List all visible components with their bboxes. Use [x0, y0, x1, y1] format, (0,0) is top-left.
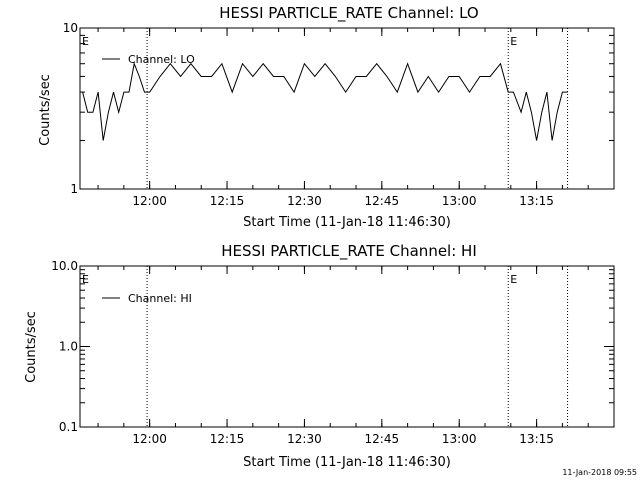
- x-axis-label: Start Time (11-Jan-18 11:46:30): [243, 215, 451, 230]
- x-tick-label: 12:45: [365, 194, 400, 208]
- legend-entry-lo: Channel: LO: [128, 53, 195, 66]
- x-tick-label: 13:15: [519, 194, 554, 208]
- chart-panel-lo: HESSI PARTICLE_RATE Channel: LO Counts/s…: [38, 4, 615, 230]
- x-tick-label: 12:00: [132, 432, 167, 446]
- y-tick-label: 1.0: [59, 340, 78, 354]
- series-line-channel-lo: [82, 61, 568, 141]
- chart-panel-hi: HESSI PARTICLE_RATE Channel: HI Counts/s…: [24, 242, 615, 470]
- y-tick-label: 0.1: [59, 420, 78, 434]
- x-tick-label: 12:15: [210, 432, 245, 446]
- event-marker-label: E: [82, 35, 89, 48]
- y-axis-label: Counts/sec: [24, 311, 39, 383]
- x-tick-label: 12:30: [287, 194, 322, 208]
- plot-frame: [79, 27, 615, 190]
- y-tick-label: 1: [70, 182, 78, 196]
- x-tick-label: 13:00: [442, 432, 477, 446]
- x-tick-label: 12:00: [132, 194, 167, 208]
- x-tick-label: 12:45: [365, 432, 400, 446]
- x-tick-label: 13:00: [442, 194, 477, 208]
- x-tick-label: 13:15: [519, 432, 554, 446]
- y-tick-label: 10: [63, 21, 78, 35]
- x-axis-label: Start Time (11-Jan-18 11:46:30): [243, 455, 451, 470]
- event-marker-label: E: [510, 273, 517, 286]
- event-marker-label: E: [82, 273, 89, 286]
- legend-entry-hi: Channel: HI: [128, 292, 192, 305]
- event-marker-label: E: [510, 35, 517, 48]
- y-tick-label: 10.0: [51, 259, 78, 273]
- plot-frame: [79, 265, 615, 428]
- x-tick-label: 12:30: [287, 432, 322, 446]
- x-tick-label: 12:15: [210, 194, 245, 208]
- chart-title: HESSI PARTICLE_RATE Channel: LO: [219, 4, 478, 23]
- chart-title: HESSI PARTICLE_RATE Channel: HI: [221, 242, 477, 261]
- footer-timestamp: 11-Jan-2018 09:55: [562, 468, 637, 477]
- y-axis-label: Counts/sec: [38, 74, 53, 146]
